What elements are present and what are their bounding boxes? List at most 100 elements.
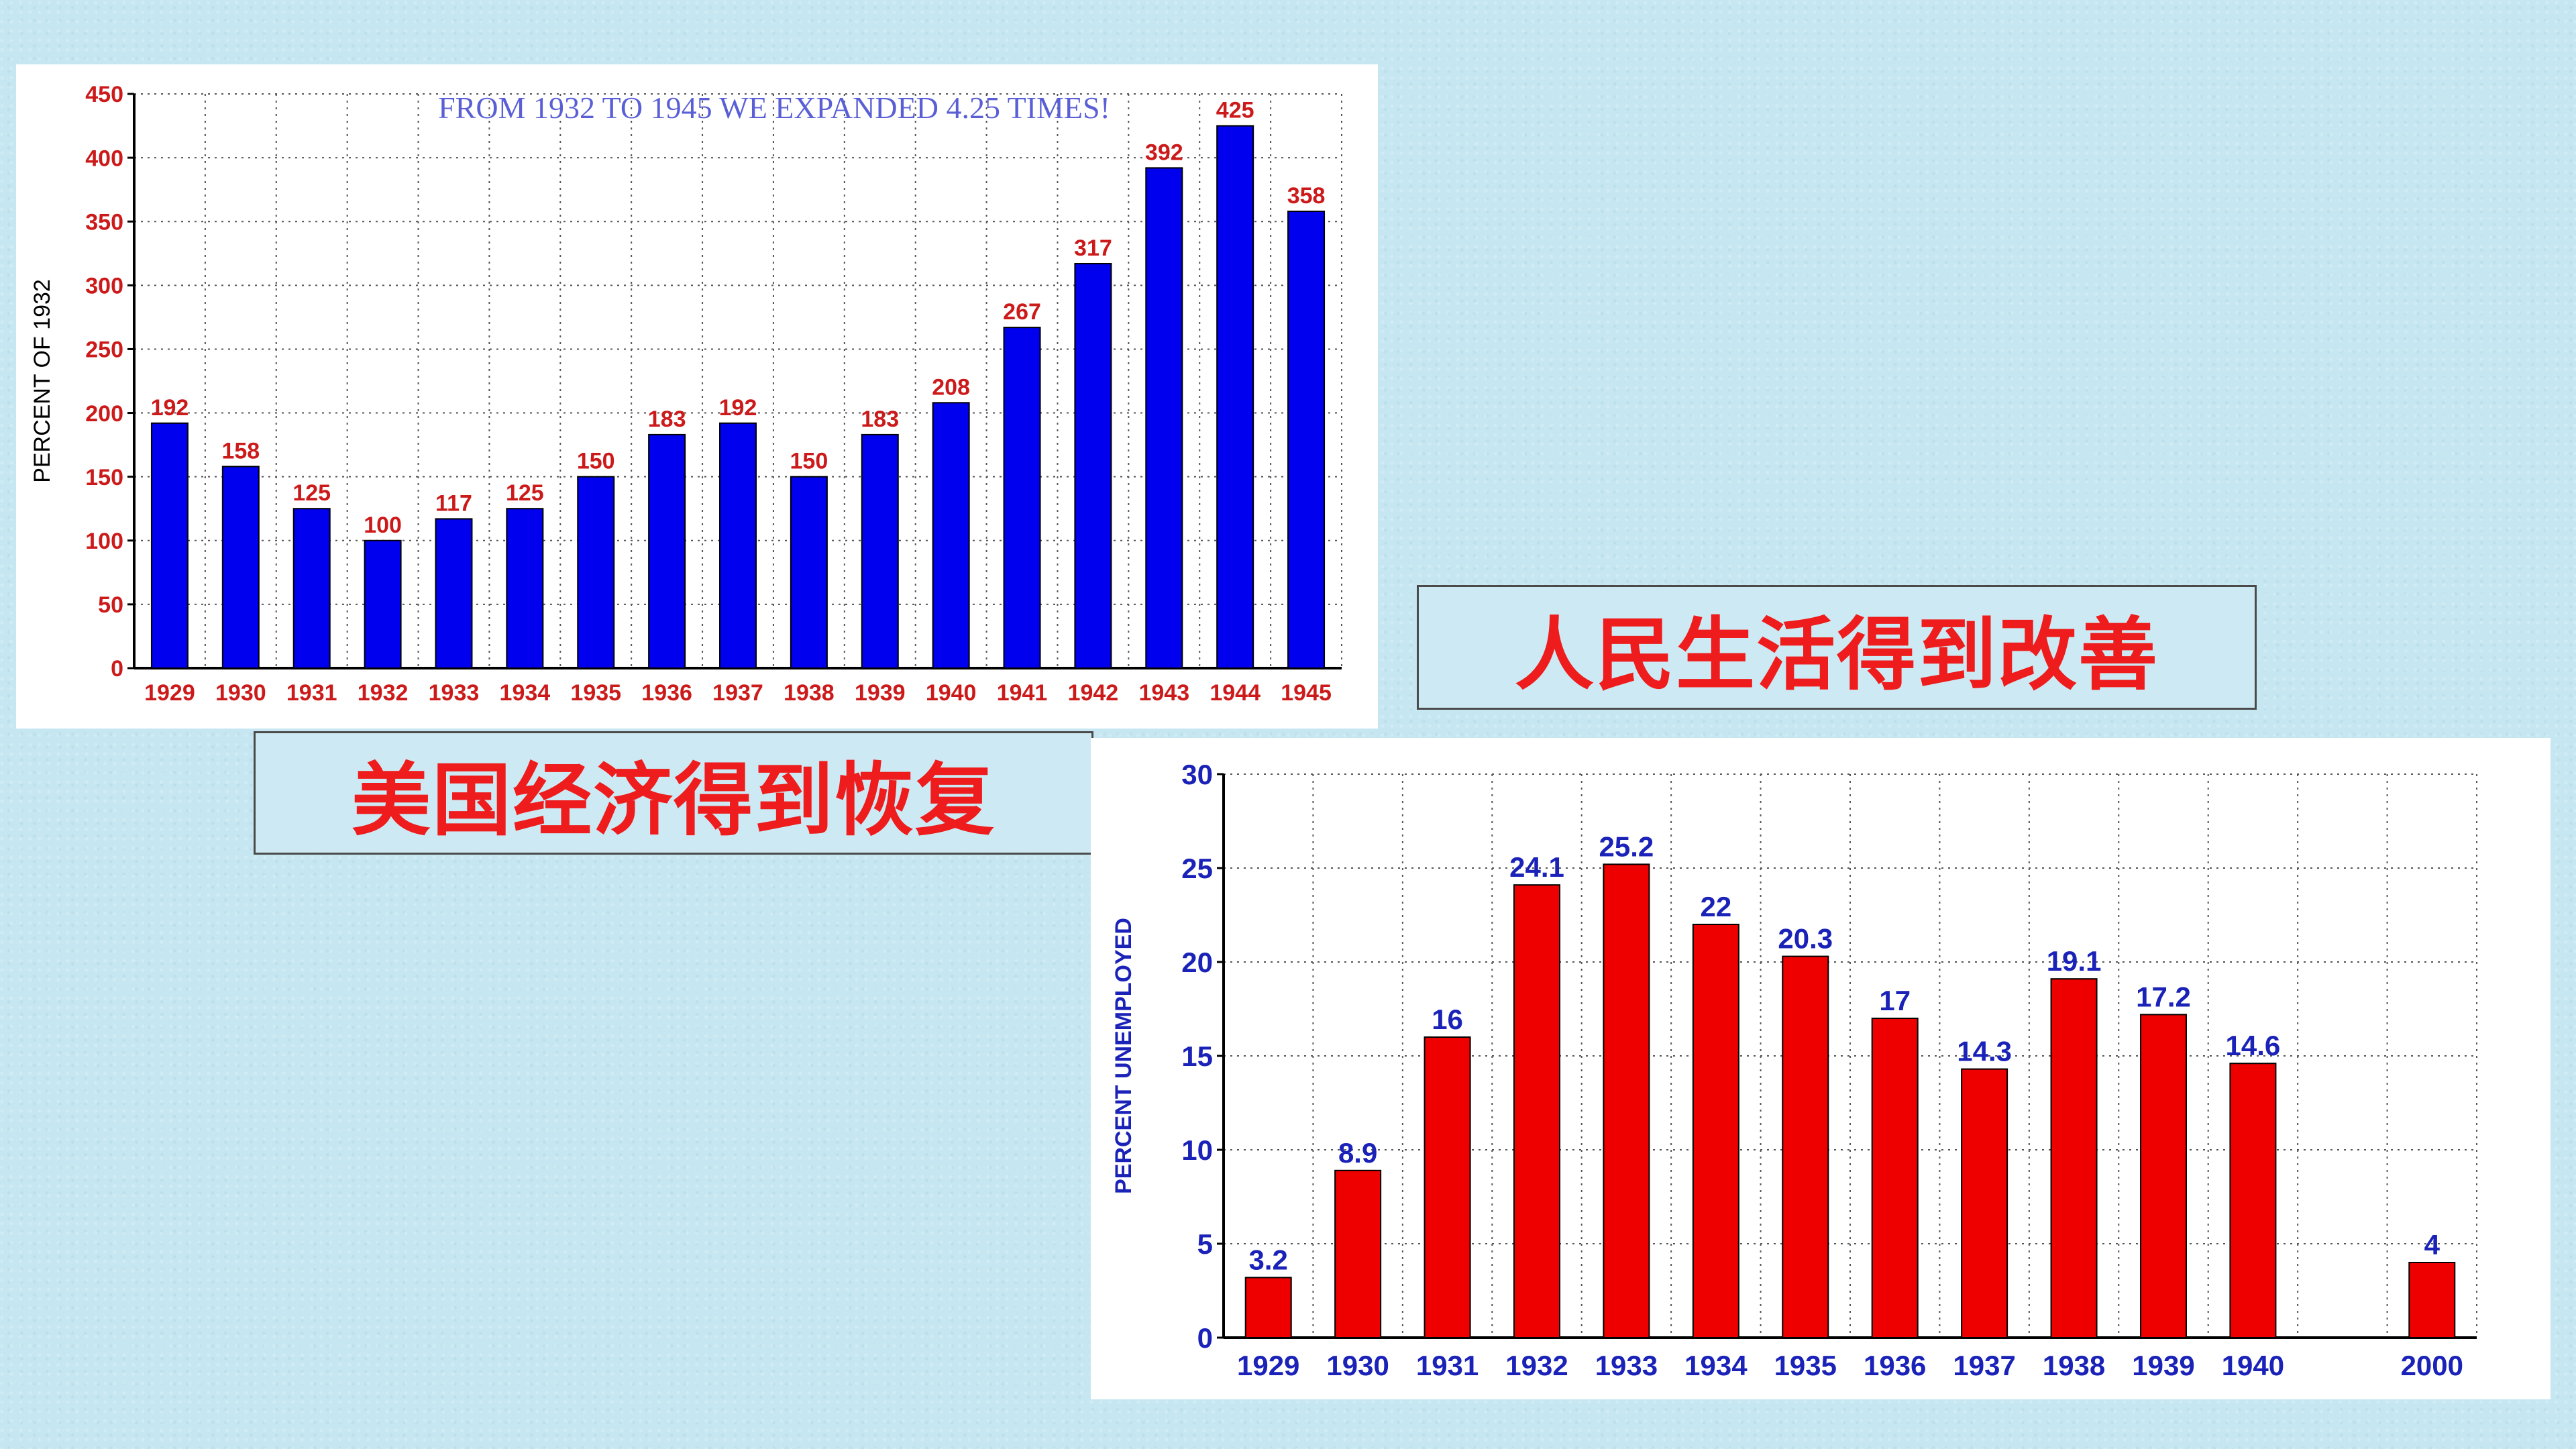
x-tick-label: 1937 xyxy=(712,680,763,706)
bar-1935 xyxy=(1782,955,1829,1339)
bar-1930 xyxy=(1334,1169,1382,1338)
gdp-chart: 0 50 100 150 200 250 300 350 400 450 192 1929 158 193… xyxy=(30,82,1342,706)
bar-1929 xyxy=(1244,1277,1292,1339)
data-label-1935: 20.3 xyxy=(1778,923,1833,955)
x-tick-label: 1942 xyxy=(1068,680,1119,706)
x-tick-label: 1935 xyxy=(570,680,621,706)
x-tick-label: 1931 xyxy=(286,680,337,706)
data-label-1936: 183 xyxy=(648,407,686,432)
data-label-1943: 392 xyxy=(1145,140,1183,165)
y-tick-label: 300 xyxy=(85,274,123,299)
y-tick-label: 15 xyxy=(1181,1040,1213,1072)
data-label-1930: 8.9 xyxy=(1338,1137,1377,1169)
bar-1930 xyxy=(221,466,260,669)
x-tick-label: 1932 xyxy=(1505,1350,1568,1381)
bar-1933 xyxy=(435,518,473,669)
bar-1944 xyxy=(1216,125,1254,669)
bar-1941 xyxy=(1003,327,1041,669)
data-label-1933: 25.2 xyxy=(1599,830,1654,862)
data-label-1937: 192 xyxy=(719,395,757,421)
x-tick-label: 1939 xyxy=(855,680,906,706)
data-label-1939: 17.2 xyxy=(2136,981,2191,1012)
data-label-1944: 425 xyxy=(1216,98,1254,123)
x-tick-label: 1932 xyxy=(358,680,409,706)
caption-economy-recovered: 美国经济得到恢复 xyxy=(254,731,1093,855)
data-label-1932: 24.1 xyxy=(1509,851,1564,883)
data-label-1931: 125 xyxy=(292,480,331,506)
data-label-1930: 158 xyxy=(221,438,260,464)
data-label-1935: 150 xyxy=(577,449,615,474)
x-tick-label: 1945 xyxy=(1281,680,1332,706)
y-tick-label: 5 xyxy=(1197,1228,1213,1260)
y-tick-label: 0 xyxy=(111,656,123,682)
data-label-1940: 14.6 xyxy=(2226,1030,2281,1061)
x-tick-label: 1943 xyxy=(1138,680,1189,706)
gdp-chart-panel: 0 50 100 150 200 250 300 350 400 450 192 1929 158 193… xyxy=(16,64,1378,729)
x-tick-label: 2000 xyxy=(2401,1350,2463,1381)
bar-1936 xyxy=(648,433,686,669)
bar-1931 xyxy=(292,508,331,669)
x-tick-label: 1939 xyxy=(2132,1350,2194,1381)
data-label-1939: 183 xyxy=(861,407,899,432)
y-axis-title: PERCENT OF 1932 xyxy=(30,279,55,483)
caption-living-improved: 人民生活得到改善 xyxy=(1417,585,2257,710)
bar-1935 xyxy=(577,476,615,669)
bar-1934 xyxy=(506,508,544,669)
bar-1934 xyxy=(1692,924,1739,1338)
x-tick-label: 1944 xyxy=(1210,680,1260,706)
x-tick-label: 1938 xyxy=(784,680,835,706)
y-axis-title: PERCENT UNEMPLOYED xyxy=(1111,918,1136,1194)
y-tick-label: 20 xyxy=(1181,947,1213,978)
y-tick-label: 50 xyxy=(98,592,123,618)
data-label-1929: 192 xyxy=(151,395,189,421)
x-tick-label: 1933 xyxy=(429,680,480,706)
data-label-1934: 125 xyxy=(506,480,544,506)
x-tick-label: 1934 xyxy=(1684,1350,1748,1381)
data-label-1945: 358 xyxy=(1287,183,1326,209)
unemployment-chart: 0 5 10 15 20 25 30 3.2 1929 8.9 1930 16 1931 24.1 1932… xyxy=(1111,759,2477,1381)
data-label-1936: 17 xyxy=(1879,985,1911,1016)
data-label-1938: 150 xyxy=(790,449,828,474)
bar-1932 xyxy=(364,539,402,669)
x-tick-label: 1929 xyxy=(144,680,195,706)
y-tick-label: 350 xyxy=(85,209,123,235)
x-tick-label: 1930 xyxy=(215,680,266,706)
y-tick-label: 450 xyxy=(85,82,123,107)
bar-1932 xyxy=(1513,884,1560,1338)
x-tick-label: 1940 xyxy=(2222,1350,2284,1381)
y-tick-label: 150 xyxy=(85,465,123,490)
x-tick-label: 1938 xyxy=(2043,1350,2105,1381)
x-tick-label: 1937 xyxy=(1953,1350,2015,1381)
y-tick-label: 250 xyxy=(85,337,123,363)
x-tick-label: 1941 xyxy=(997,680,1048,706)
y-tick-label: 100 xyxy=(85,529,123,554)
y-tick-label: 30 xyxy=(1181,759,1213,790)
y-tick-label: 25 xyxy=(1181,853,1213,884)
x-tick-label: 1930 xyxy=(1326,1350,1389,1381)
chart-title: FROM 1932 TO 1945 WE EXPANDED 4.25 TIMES… xyxy=(438,91,1110,125)
bar-1939 xyxy=(2140,1014,2187,1338)
bar-1933 xyxy=(1603,863,1650,1338)
data-label-2000: 4 xyxy=(2424,1229,2440,1260)
x-tick-label: 1940 xyxy=(926,680,977,706)
bar-1931 xyxy=(1424,1036,1471,1338)
x-tick-label: 1936 xyxy=(641,680,692,706)
x-tick-label: 1929 xyxy=(1237,1350,1299,1381)
bar-1938 xyxy=(2050,978,2098,1338)
data-label-1931: 16 xyxy=(1432,1004,1463,1035)
bar-1937 xyxy=(1961,1068,2008,1338)
bar-1936 xyxy=(1871,1018,1919,1338)
x-tick-label: 1931 xyxy=(1416,1350,1479,1381)
x-tick-label: 1935 xyxy=(1774,1350,1837,1381)
bar-1939 xyxy=(861,433,899,669)
bar-1929 xyxy=(150,422,189,669)
data-label-1938: 19.1 xyxy=(2047,945,2102,977)
bar-1943 xyxy=(1145,167,1183,669)
bar-1942 xyxy=(1074,262,1112,669)
y-tick-label: 10 xyxy=(1181,1134,1213,1166)
bar-2000 xyxy=(2408,1262,2456,1338)
data-label-1929: 3.2 xyxy=(1249,1244,1288,1275)
unemployment-chart-panel: 0 5 10 15 20 25 30 3.2 1929 8.9 1930 16 1931 24.1 1932… xyxy=(1091,738,2551,1399)
bar-1938 xyxy=(790,476,828,669)
y-tick-label: 200 xyxy=(85,401,123,427)
